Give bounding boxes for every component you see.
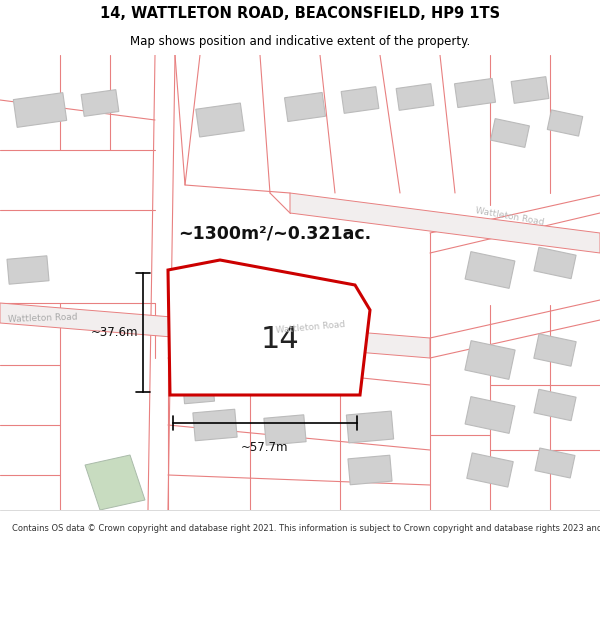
Polygon shape xyxy=(234,336,276,384)
Polygon shape xyxy=(0,303,430,358)
Polygon shape xyxy=(491,119,529,148)
Polygon shape xyxy=(511,77,549,103)
Polygon shape xyxy=(85,455,145,510)
Text: ~57.7m: ~57.7m xyxy=(241,441,289,454)
Polygon shape xyxy=(13,92,67,128)
Text: Contains OS data © Crown copyright and database right 2021. This information is : Contains OS data © Crown copyright and d… xyxy=(12,524,600,532)
Polygon shape xyxy=(341,87,379,113)
Text: ~37.6m: ~37.6m xyxy=(91,326,138,339)
Polygon shape xyxy=(182,366,214,404)
Polygon shape xyxy=(465,252,515,288)
Polygon shape xyxy=(547,110,583,136)
Text: ~1300m²/~0.321ac.: ~1300m²/~0.321ac. xyxy=(178,224,371,242)
Polygon shape xyxy=(193,409,237,441)
Text: Wattleton Road: Wattleton Road xyxy=(275,319,345,334)
Polygon shape xyxy=(290,193,600,253)
Text: Wattleton Road: Wattleton Road xyxy=(475,206,545,228)
Text: 14: 14 xyxy=(260,326,299,354)
Polygon shape xyxy=(534,389,576,421)
Polygon shape xyxy=(346,411,394,443)
Polygon shape xyxy=(467,453,513,487)
Polygon shape xyxy=(396,84,434,111)
Polygon shape xyxy=(534,248,576,279)
Polygon shape xyxy=(534,334,576,366)
Polygon shape xyxy=(7,256,49,284)
Polygon shape xyxy=(284,92,325,121)
Polygon shape xyxy=(264,415,306,445)
Polygon shape xyxy=(348,455,392,485)
Polygon shape xyxy=(465,341,515,379)
Text: Wattleton Road: Wattleton Road xyxy=(8,312,78,324)
Polygon shape xyxy=(168,260,370,395)
Polygon shape xyxy=(196,103,244,137)
Polygon shape xyxy=(535,448,575,478)
Polygon shape xyxy=(81,89,119,116)
Text: 14, WATTLETON ROAD, BEACONSFIELD, HP9 1TS: 14, WATTLETON ROAD, BEACONSFIELD, HP9 1T… xyxy=(100,6,500,21)
Polygon shape xyxy=(465,397,515,433)
Text: Map shows position and indicative extent of the property.: Map shows position and indicative extent… xyxy=(130,35,470,48)
Polygon shape xyxy=(455,79,496,107)
